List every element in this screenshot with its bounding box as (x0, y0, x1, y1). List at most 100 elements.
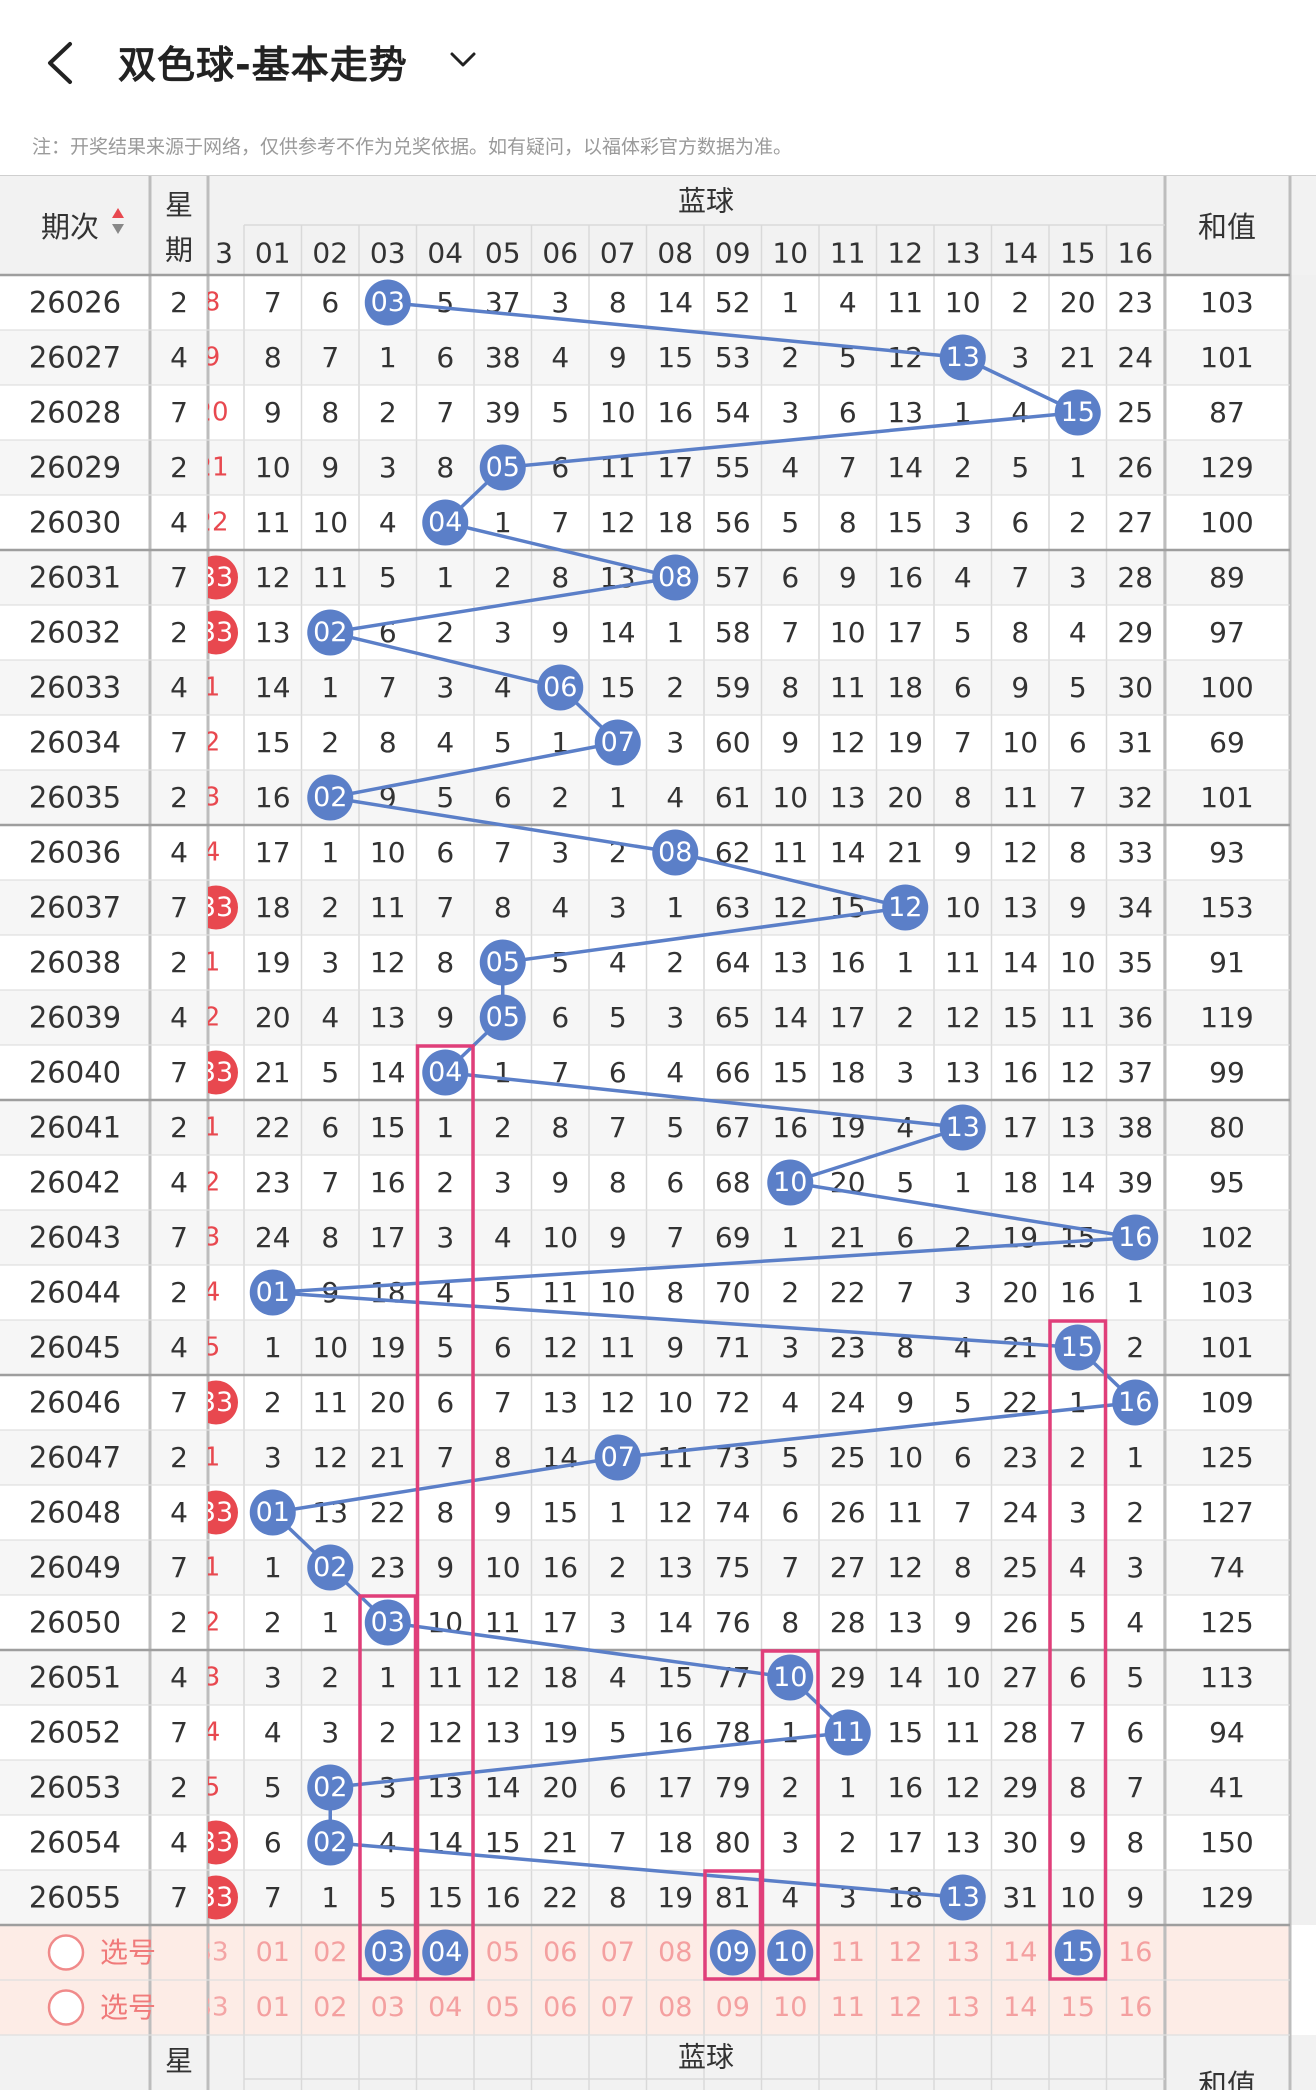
col-header-blue: 10 (772, 237, 808, 270)
select-number-option[interactable]: 16 (1118, 1937, 1152, 1968)
omission-cell: 7 (1011, 561, 1029, 594)
select-number-option[interactable]: 05 (486, 1937, 520, 1968)
omission-cell: 9 (1069, 1826, 1087, 1859)
blue-ball-number: 07 (601, 727, 635, 758)
col-header-blue: 01 (255, 237, 291, 270)
select-number-option[interactable]: 02 (313, 1992, 347, 2023)
select-number-option[interactable]: 14 (1003, 1937, 1037, 1968)
omission-cell: 11 (255, 506, 291, 539)
omission-cell: 76 (715, 1606, 751, 1639)
blue-ball-number: 03 (371, 1607, 405, 1638)
omission-cell: 7 (839, 451, 857, 484)
omission-cell: 5 (436, 1331, 454, 1364)
omission-cell: 7 (954, 726, 972, 759)
selected-blue-ball[interactable] (709, 1929, 756, 1976)
chevron-down-icon[interactable] (448, 48, 478, 72)
select-number-option[interactable]: 13 (946, 1937, 980, 1968)
omission-cell: 12 (255, 561, 291, 594)
select-number-option[interactable]: 16 (1118, 1992, 1152, 2023)
selected-blue-ball[interactable] (767, 1929, 814, 1976)
select-number-option[interactable]: 04 (428, 1992, 462, 2023)
omission-cell: 4 (321, 1001, 339, 1034)
blue-ball-number: 10 (773, 1662, 807, 1693)
omission-cell: 66 (715, 1056, 751, 1089)
week-cell: 4 (170, 1496, 188, 1529)
select-number-option[interactable]: 08 (658, 1937, 692, 1968)
omission-cell: 5 (379, 1881, 397, 1914)
chevron-left-icon[interactable] (42, 40, 82, 86)
red-ball-number: 22 (195, 508, 228, 538)
select-number-option[interactable]: 14 (1003, 1992, 1037, 2023)
col-header-blue: 06 (542, 237, 578, 270)
omission-cell: 11 (945, 1716, 981, 1749)
select-number-option[interactable]: 08 (658, 1992, 692, 2023)
omission-cell: 13 (1002, 891, 1038, 924)
omission-cell: 5 (1011, 451, 1029, 484)
select-number-option[interactable]: 07 (601, 1937, 635, 1968)
period-cell: 26039 (29, 1001, 121, 1035)
omission-cell: 20 (255, 1001, 291, 1034)
omission-cell: 1 (1069, 451, 1087, 484)
omission-cell: 15 (427, 1881, 463, 1914)
select-number-option[interactable]: 01 (256, 1992, 290, 2023)
select-label: 选号 (100, 1991, 156, 2024)
period-cell: 26041 (29, 1111, 121, 1145)
col-header-blue: 14 (1002, 237, 1038, 270)
blue-ball-hit (479, 444, 526, 491)
omission-cell: 3 (954, 506, 972, 539)
row-bg (0, 1870, 1290, 1925)
omission-cell: 16 (542, 1551, 578, 1584)
omission-cell: 3 (264, 1441, 282, 1474)
select-number-option[interactable]: 07 (601, 1992, 635, 2023)
row-bg (0, 880, 1290, 935)
select-number-option[interactable]: 10 (773, 1992, 807, 2023)
select-number-option[interactable]: 01 (256, 1937, 290, 1968)
omission-cell: 16 (485, 1881, 521, 1914)
select-number-option[interactable]: 06 (543, 1992, 577, 2023)
omission-cell: 5 (781, 506, 799, 539)
sum-cell: 87 (1209, 396, 1245, 429)
select-radio[interactable] (47, 1934, 85, 1971)
select-number-option[interactable]: 09 (716, 1992, 750, 2023)
omission-cell: 10 (255, 451, 291, 484)
select-number-option[interactable]: 12 (888, 1937, 922, 1968)
select-number-option[interactable]: 06 (543, 1937, 577, 1968)
select-number-option[interactable]: 02 (313, 1937, 347, 1968)
select-number-option[interactable]: 12 (888, 1992, 922, 2023)
omission-cell: 10 (887, 1441, 923, 1474)
blue-ball-hit (1112, 1379, 1159, 1426)
omission-cell: 21 (255, 1056, 291, 1089)
select-number-option[interactable]: 11 (831, 1992, 865, 2023)
select-number-option[interactable]: 13 (946, 1992, 980, 2023)
omission-cell: 26 (830, 1496, 866, 1529)
select-radio[interactable] (47, 1989, 85, 2026)
select-number-option[interactable]: 11 (831, 1937, 865, 1968)
selected-blue-ball[interactable] (422, 1929, 469, 1976)
sum-cell: 127 (1200, 1496, 1253, 1529)
omission-cell: 11 (427, 1661, 463, 1694)
omission-cell: 10 (830, 616, 866, 649)
selected-blue-ball[interactable] (364, 1929, 411, 1976)
selected-blue-number: 03 (371, 1937, 405, 1968)
red-ball-marker (208, 1380, 238, 1425)
col-header-blue: 04 (427, 237, 463, 270)
omission-cell: 29 (1002, 1771, 1038, 1804)
period-cell: 26030 (29, 506, 121, 540)
selected-blue-ball[interactable] (1054, 1929, 1101, 1976)
omission-cell: 1 (781, 286, 799, 319)
omission-cell: 36 (1117, 1001, 1153, 1034)
omission-cell: 17 (370, 1221, 406, 1254)
select-number-option[interactable]: 15 (1061, 1992, 1095, 2023)
red-ball-number: 4 (204, 1718, 221, 1748)
omission-cell: 39 (485, 396, 521, 429)
omission-cell: 4 (666, 1056, 684, 1089)
select-number-option[interactable]: 05 (486, 1992, 520, 2023)
select-partial-number: 33 (195, 1938, 228, 1968)
sort-icon[interactable] (112, 208, 124, 234)
select-number-option[interactable]: 03 (371, 1992, 405, 2023)
omission-cell: 3 (609, 891, 627, 924)
red-ball-number: 1 (204, 1443, 221, 1473)
omission-cell: 9 (494, 1496, 512, 1529)
omission-cell: 9 (436, 1551, 454, 1584)
omission-cell: 13 (945, 1826, 981, 1859)
